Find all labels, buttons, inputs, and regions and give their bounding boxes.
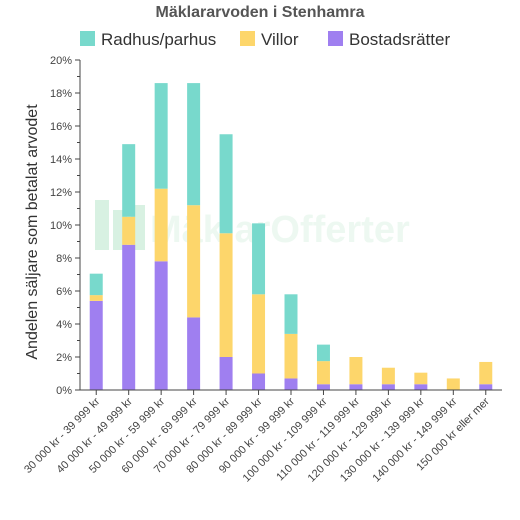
bar-segment <box>252 223 266 295</box>
legend-swatch <box>240 31 255 46</box>
bar-segment <box>381 367 395 385</box>
y-axis: 0% 2% 4% 6% 8% 10% 12% 14% 16% 18% 20% <box>50 55 81 397</box>
legend-swatch <box>328 31 343 46</box>
bar-segment <box>252 294 266 374</box>
y-tick-label: 14% <box>50 154 72 166</box>
bar-segment <box>219 233 233 357</box>
watermark-logo-icon <box>95 200 109 250</box>
bar-segment <box>414 384 428 390</box>
bar-segment <box>479 361 493 385</box>
bar-segment <box>187 83 201 206</box>
y-tick-label: 16% <box>50 121 72 133</box>
bar-segment <box>284 378 298 390</box>
y-tick-label: 10% <box>50 220 72 232</box>
y-tick-label: 2% <box>56 352 72 364</box>
y-tick-label: 6% <box>56 286 72 298</box>
bar-segment <box>349 357 363 385</box>
legend-label: Bostadsrätter <box>349 30 450 49</box>
bar-segment <box>349 384 363 390</box>
legend-swatch <box>80 31 95 46</box>
bar-segment <box>154 261 168 390</box>
bar-segment <box>446 378 460 390</box>
bar-segment <box>122 244 136 390</box>
y-tick-label: 20% <box>50 55 72 67</box>
bar-segment <box>414 372 428 385</box>
bar-segment <box>219 134 233 234</box>
bar-segment <box>187 317 201 390</box>
y-tick-label: 8% <box>56 253 72 265</box>
bar-segment <box>316 344 330 362</box>
bar-segment <box>316 361 330 385</box>
bar-segment <box>154 83 168 189</box>
bars <box>89 83 493 390</box>
bar-segment <box>122 144 136 217</box>
chart-title: Mäklararvoden i Stenhamra <box>156 4 365 21</box>
bar-segment <box>89 295 103 301</box>
bar-segment <box>219 357 233 390</box>
bar-segment <box>316 384 330 390</box>
bar-segment <box>89 300 103 390</box>
y-axis-label: Andelen säljare som betalat arvodet <box>24 104 41 360</box>
bar-segment <box>187 205 201 318</box>
bar-segment <box>122 216 136 245</box>
legend-label: Villor <box>261 30 299 49</box>
bar-segment <box>284 333 298 379</box>
legend-label: Radhus/parhus <box>101 30 216 49</box>
bar-segment <box>154 188 168 262</box>
bar-segment <box>479 384 493 390</box>
y-tick-label: 4% <box>56 319 72 331</box>
bar-segment <box>381 384 395 390</box>
y-tick-label: 0% <box>56 385 72 397</box>
bar-segment <box>284 294 298 334</box>
y-tick-label: 12% <box>50 187 72 199</box>
bar-segment <box>89 273 103 296</box>
y-tick-label: 18% <box>50 88 72 100</box>
legend: Radhus/parhus Villor Bostadsrätter <box>80 30 450 49</box>
bar-segment <box>252 373 266 390</box>
